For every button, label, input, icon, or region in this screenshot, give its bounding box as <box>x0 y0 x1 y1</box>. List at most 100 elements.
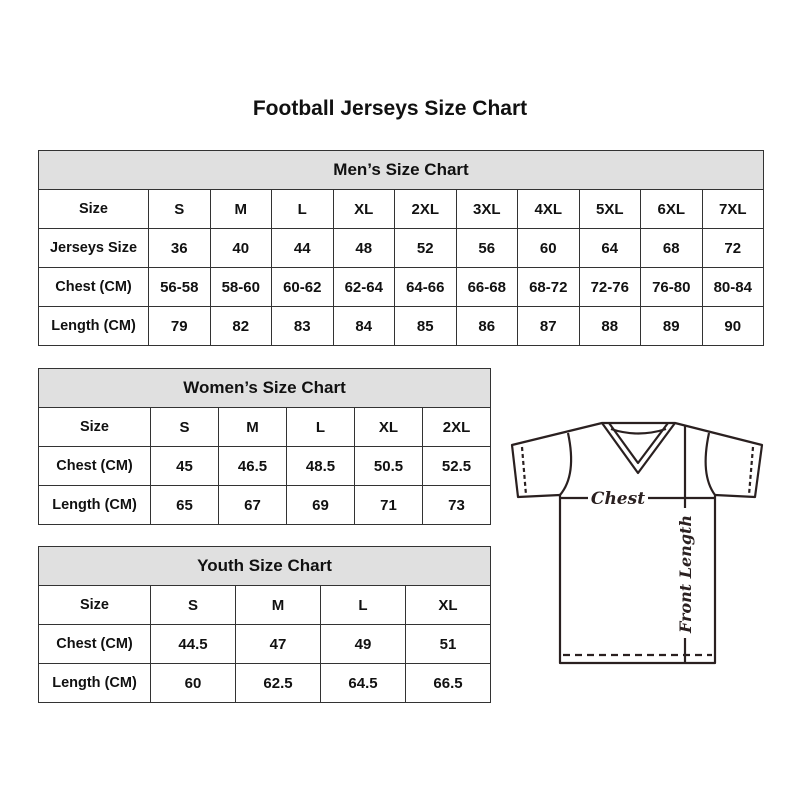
table-row: Size S M L XL 2XL <box>38 407 491 447</box>
row-label: Size <box>38 585 151 625</box>
table-row: Chest (CM) 56-58 58-60 60-62 62-64 64-66 66-68… <box>38 267 764 307</box>
table-cell: M <box>218 407 287 447</box>
page-title: Football Jerseys Size Chart <box>252 97 528 120</box>
table-cell: 58-60 <box>209 267 272 307</box>
row-label: Size <box>38 407 151 447</box>
table-cell: 44.5 <box>150 624 236 664</box>
table-row: Size S M L XL 2XL 3XL 4XL 5XL 6XL 7XL <box>38 189 764 229</box>
table-cell: 66-68 <box>455 267 518 307</box>
table-cell: 73 <box>422 485 491 525</box>
table-cell: 72 <box>701 228 764 268</box>
table-cell: 87 <box>517 306 580 346</box>
table-cell: 60-62 <box>271 267 334 307</box>
table-cell: 66.5 <box>405 663 491 703</box>
table-row: Length (CM) 65 67 69 71 73 <box>38 485 491 525</box>
table-cell: 79 <box>148 306 211 346</box>
table-row: Jerseys Size 36 40 44 48 52 56 60 64 68 72 <box>38 228 764 268</box>
table-cell: 80-84 <box>701 267 764 307</box>
table-cell: 62-64 <box>332 267 395 307</box>
collar-back <box>610 427 667 435</box>
table-cell: 51 <box>405 624 491 664</box>
right-cuff-dash <box>747 446 755 496</box>
table-cell: 83 <box>271 306 334 346</box>
table-cell: 2XL <box>422 407 491 447</box>
table-cell: 84 <box>332 306 395 346</box>
table-cell: 64.5 <box>320 663 406 703</box>
table-cell: 60 <box>517 228 580 268</box>
table-cell: 82 <box>209 306 272 346</box>
table-cell: S <box>150 407 219 447</box>
row-label: Length (CM) <box>38 663 151 703</box>
row-label: Chest (CM) <box>38 624 151 664</box>
table-row: Chest (CM) 45 46.5 48.5 50.5 52.5 <box>38 446 491 486</box>
left-sleeve-seam <box>559 432 573 496</box>
table-cell: 86 <box>455 306 518 346</box>
table-cell: 52.5 <box>422 446 491 486</box>
table-cell: XL <box>332 189 395 229</box>
table-cell: 67 <box>218 485 287 525</box>
women-table-title: Women’s Size Chart <box>38 368 491 408</box>
right-sleeve-seam <box>704 432 716 496</box>
collar-inner <box>608 422 669 465</box>
table-cell: 48 <box>332 228 395 268</box>
table-cell: 90 <box>701 306 764 346</box>
table-cell: XL <box>354 407 423 447</box>
table-row: Length (CM) 79 82 83 84 85 86 87 88 89 90 <box>38 306 764 346</box>
table-cell: 89 <box>640 306 703 346</box>
table-cell: 56-58 <box>148 267 211 307</box>
table-cell: 68-72 <box>517 267 580 307</box>
table-cell: M <box>235 585 321 625</box>
shirt-outline <box>510 421 764 665</box>
table-row: Chest (CM) 44.5 47 49 51 <box>38 624 491 664</box>
front-length-label: Front Length <box>676 515 695 634</box>
table-cell: 3XL <box>455 189 518 229</box>
table-cell: 60 <box>150 663 236 703</box>
table-cell: 64 <box>578 228 641 268</box>
chest-label: Chest <box>591 489 645 509</box>
table-cell: 72-76 <box>578 267 641 307</box>
table-cell: 52 <box>394 228 457 268</box>
table-cell: 46.5 <box>218 446 287 486</box>
row-label: Length (CM) <box>38 485 151 525</box>
table-cell: 48.5 <box>286 446 355 486</box>
table-cell: 76-80 <box>640 267 703 307</box>
table-cell: 71 <box>354 485 423 525</box>
table-cell: 64-66 <box>394 267 457 307</box>
table-cell: 45 <box>150 446 219 486</box>
row-label: Size <box>38 189 149 229</box>
table-cell: 68 <box>640 228 703 268</box>
table-cell: 85 <box>394 306 457 346</box>
table-cell: 88 <box>578 306 641 346</box>
table-cell: L <box>286 407 355 447</box>
table-cell: 2XL <box>394 189 457 229</box>
table-cell: L <box>271 189 334 229</box>
table-row: Size S M L XL <box>38 585 491 625</box>
table-cell: 6XL <box>640 189 703 229</box>
youth-table-title: Youth Size Chart <box>38 546 491 586</box>
table-cell: 44 <box>271 228 334 268</box>
left-cuff-dash <box>520 446 528 496</box>
row-label: Chest (CM) <box>38 267 149 307</box>
table-cell: XL <box>405 585 491 625</box>
table-cell: 62.5 <box>235 663 321 703</box>
mens-size-table: Men’s Size Chart Size S M L XL 2XL 3XL 4XL 5XL 6XL… <box>38 150 764 346</box>
table-cell: 36 <box>148 228 211 268</box>
table-cell: 7XL <box>701 189 764 229</box>
table-cell: 69 <box>286 485 355 525</box>
row-label: Length (CM) <box>38 306 149 346</box>
men-table-title: Men’s Size Chart <box>38 150 764 190</box>
table-cell: 49 <box>320 624 406 664</box>
womens-size-table: Women’s Size Chart Size S M L XL 2XL Chest (CM)… <box>38 368 491 525</box>
row-label: Jerseys Size <box>38 228 149 268</box>
table-cell: 5XL <box>578 189 641 229</box>
table-cell: 47 <box>235 624 321 664</box>
table-cell: 4XL <box>517 189 580 229</box>
table-row: Length (CM) 60 62.5 64.5 66.5 <box>38 663 491 703</box>
youth-size-table: Youth Size Chart Size S M L XL Chest (CM) 44.5 4… <box>38 546 491 703</box>
table-cell: 50.5 <box>354 446 423 486</box>
table-cell: 65 <box>150 485 219 525</box>
table-cell: S <box>148 189 211 229</box>
row-label: Chest (CM) <box>38 446 151 486</box>
table-cell: L <box>320 585 406 625</box>
